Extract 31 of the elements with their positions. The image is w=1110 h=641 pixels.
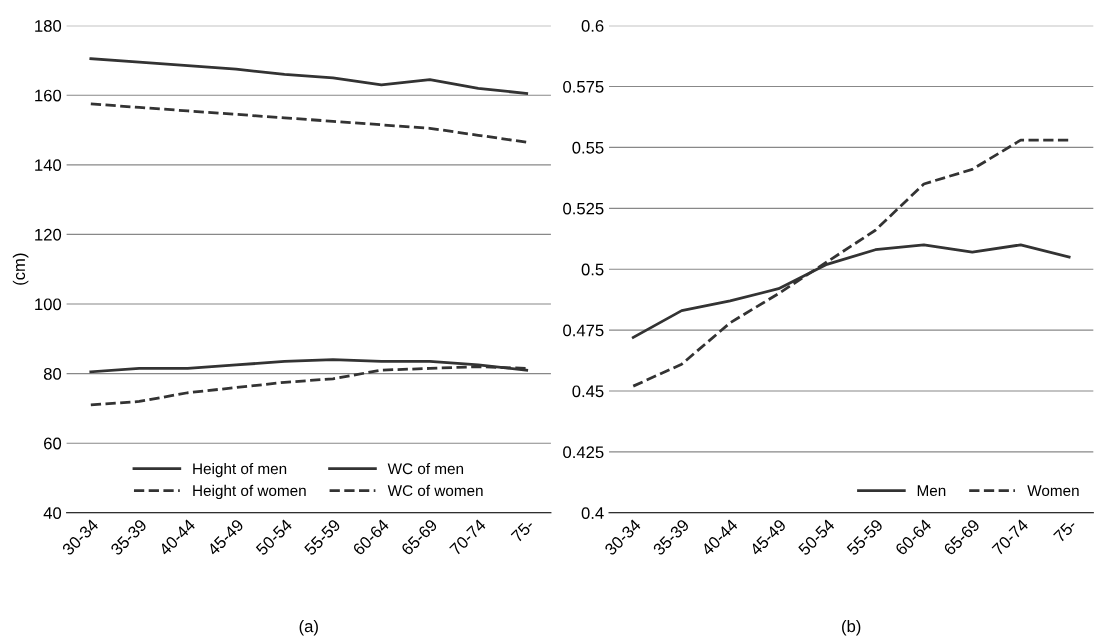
legend-label: Height of women [193,484,306,500]
legend-label: Height of men [193,462,287,478]
legend-label: WC of women [387,484,483,497]
y-tick-label: 0.4 [581,507,604,519]
y-tick-label: 80 [43,368,62,380]
text: (a) [299,619,318,636]
y-axis-title: (cm) [12,253,29,285]
y-tick-label: 100 [35,298,62,311]
line-series [631,138,1071,388]
legend-label: WC of men [387,462,464,475]
y-tick-label: 140 [35,159,62,172]
y-tick-label: 0.5 [581,263,604,276]
legend-label: Men [917,485,946,497]
y-tick-label: 180 [35,20,62,32]
y-tick-label: 160 [35,89,62,102]
y-tick-label: 40 [43,507,62,519]
legend-label: Women [1027,485,1079,497]
y-tick-label: 0.45 [572,385,604,398]
y-tick-label: 0.575 [563,80,604,93]
x-tick-label: 75- [1053,518,1078,543]
y-tick-label: 0.475 [563,324,604,337]
text: (b) [842,619,861,636]
line-series [89,57,529,95]
y-tick-label: 60 [44,437,62,450]
x-tick-label: 75- [510,518,535,543]
y-tick-label: 0.425 [563,446,604,459]
y-tick-label: 0.6 [581,20,604,32]
y-tick-label: 0.525 [563,202,604,215]
y-tick-label: 120 [35,228,62,241]
y-tick-label: 0.55 [572,141,604,154]
line-series [89,102,529,144]
